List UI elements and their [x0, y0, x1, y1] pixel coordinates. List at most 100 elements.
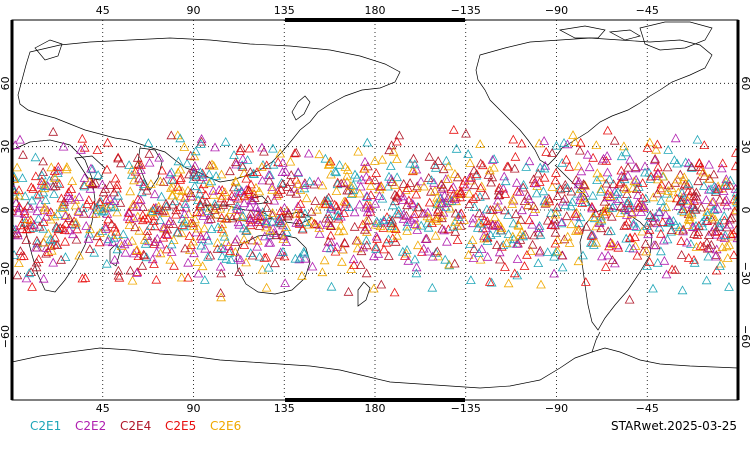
observation-marker	[167, 190, 177, 200]
observation-marker	[602, 192, 613, 202]
observation-marker	[293, 201, 303, 211]
observation-marker	[349, 221, 360, 231]
observation-marker	[661, 202, 672, 212]
observation-marker	[112, 179, 123, 189]
observation-marker	[708, 196, 719, 206]
observation-marker	[180, 243, 190, 253]
observation-marker	[379, 244, 389, 254]
observation-marker	[264, 170, 274, 179]
observation-marker	[125, 265, 136, 275]
observation-marker	[663, 180, 674, 190]
observation-marker	[46, 162, 57, 172]
observation-marker	[529, 230, 539, 240]
observation-marker	[381, 237, 392, 247]
observation-marker	[517, 205, 527, 215]
observation-marker	[362, 226, 372, 236]
observation-marker	[493, 195, 503, 205]
observation-marker	[602, 151, 612, 160]
observation-marker	[232, 234, 242, 244]
right-lat-tick-label: −60	[739, 325, 750, 348]
observation-marker	[536, 279, 546, 289]
observation-marker	[338, 225, 349, 235]
observation-marker	[559, 193, 570, 203]
observation-marker	[128, 199, 139, 209]
observation-marker	[589, 213, 600, 223]
coast-new-zealand	[357, 281, 371, 307]
observation-marker	[421, 233, 432, 243]
observation-marker	[610, 258, 620, 268]
observation-marker	[427, 282, 438, 292]
observation-marker	[607, 239, 618, 248]
observation-marker	[584, 162, 595, 172]
observation-marker	[405, 158, 415, 168]
observation-marker	[237, 153, 248, 163]
observation-marker	[103, 214, 114, 224]
observation-marker	[87, 164, 98, 174]
observation-marker	[406, 198, 417, 208]
observation-marker	[550, 238, 561, 248]
right-lat-tick-label: 0	[739, 207, 750, 214]
observation-marker	[432, 206, 443, 216]
observation-marker	[80, 273, 91, 282]
observation-marker	[571, 207, 582, 217]
observation-marker	[124, 207, 135, 217]
observation-marker	[436, 184, 447, 194]
observation-marker	[207, 159, 217, 169]
observation-marker	[654, 222, 665, 232]
observation-marker	[370, 198, 381, 208]
observation-marker	[659, 255, 670, 265]
observation-marker	[102, 236, 113, 246]
observation-marker	[296, 209, 307, 219]
observation-marker	[184, 231, 195, 240]
observation-marker	[558, 196, 568, 206]
observation-marker	[356, 174, 367, 184]
observation-marker	[263, 262, 274, 272]
observation-marker	[651, 144, 661, 154]
observation-marker	[564, 237, 575, 247]
observation-marker	[675, 169, 686, 179]
observation-marker	[74, 250, 85, 260]
observation-marker	[410, 254, 420, 264]
observation-marker	[731, 225, 738, 235]
observation-marker	[562, 182, 573, 192]
observation-marker	[76, 144, 86, 154]
observation-marker	[650, 153, 660, 163]
observation-marker	[474, 208, 485, 218]
observation-marker	[628, 220, 639, 230]
observation-marker	[423, 172, 434, 182]
observation-marker	[489, 212, 500, 222]
left-latitude-labels: 60 30 0 −30 −60	[0, 76, 12, 348]
observation-marker	[644, 256, 655, 266]
observation-marker	[244, 143, 255, 153]
observation-marker	[652, 139, 663, 149]
observation-marker	[277, 229, 288, 239]
observation-marker	[320, 198, 331, 208]
observation-marker	[233, 193, 244, 203]
observation-marker	[104, 194, 115, 203]
observation-marker	[450, 168, 460, 178]
observation-marker	[70, 200, 81, 210]
observation-marker	[392, 192, 403, 202]
observation-marker	[234, 266, 245, 276]
observation-marker	[195, 167, 206, 177]
observation-marker	[535, 245, 546, 255]
observation-marker	[179, 142, 190, 151]
observation-marker	[48, 257, 59, 267]
observation-marker	[627, 207, 637, 217]
observation-marker	[557, 157, 568, 167]
observation-marker	[276, 211, 287, 221]
observation-marker	[314, 228, 325, 238]
observation-marker	[175, 191, 186, 201]
observation-marker	[83, 195, 94, 204]
observation-marker	[630, 241, 641, 250]
observation-marker	[443, 224, 454, 234]
observation-marker	[295, 198, 306, 208]
observation-marker	[520, 229, 530, 239]
observation-marker	[386, 218, 396, 228]
observation-marker	[586, 229, 597, 239]
observation-marker	[566, 219, 577, 229]
observation-marker	[512, 254, 523, 263]
observation-marker	[353, 235, 363, 245]
observation-marker	[247, 250, 258, 260]
observation-marker	[700, 212, 711, 221]
